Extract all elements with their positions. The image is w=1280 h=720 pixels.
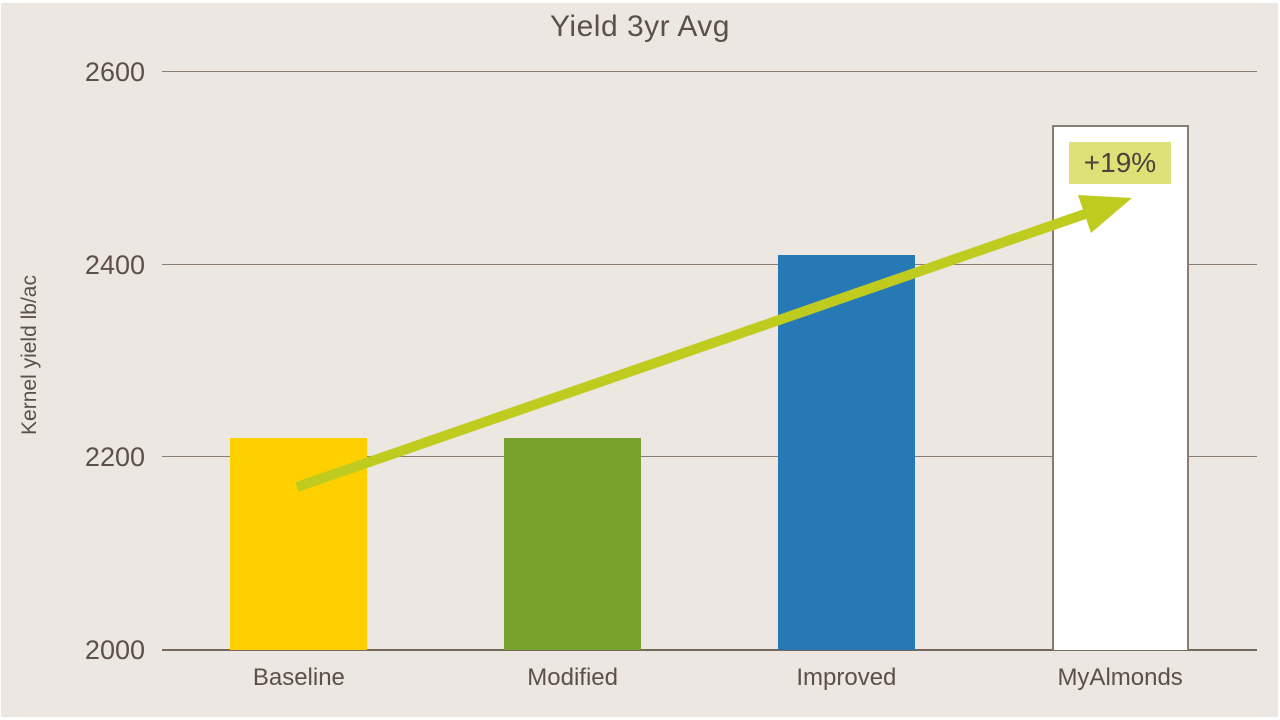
x-category-label: Modified xyxy=(527,664,618,691)
y-axis-title-text: Kernel yield lb/ac xyxy=(18,275,41,435)
bar-modified xyxy=(504,438,642,650)
x-category-label: MyAlmonds xyxy=(1057,664,1183,691)
y-tick-label: 2000 xyxy=(84,635,145,665)
x-category-label: Improved xyxy=(796,664,897,691)
bar-baseline xyxy=(230,438,368,650)
gridline xyxy=(162,71,1257,72)
y-tick-label: 2600 xyxy=(84,57,145,87)
annotation-badge: +19% xyxy=(1069,142,1171,184)
y-tick-label: 2400 xyxy=(84,249,145,280)
y-tick-label: 2200 xyxy=(84,442,145,473)
bar-myalmonds xyxy=(1051,124,1189,650)
x-category-label: Baseline xyxy=(252,664,345,691)
x-axis-line xyxy=(162,649,1257,651)
chart-title: Yield 3yr Avg xyxy=(550,10,730,43)
bar-improved xyxy=(777,255,915,650)
